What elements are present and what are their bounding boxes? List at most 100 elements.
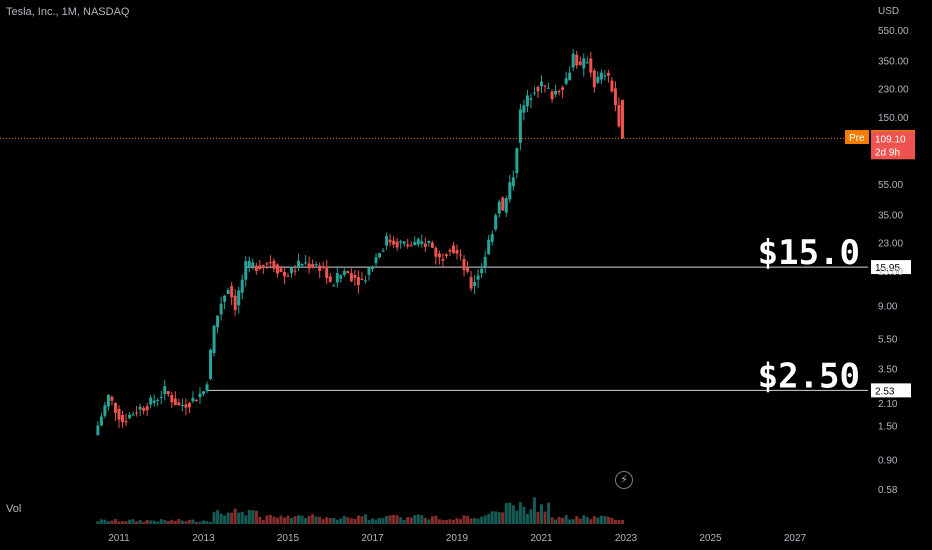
candle-body: [117, 408, 121, 420]
volume-bar: [568, 519, 572, 524]
candle-body: [110, 396, 114, 401]
candle-body: [128, 414, 132, 419]
currency-label: USD: [878, 6, 900, 17]
volume-bar: [582, 515, 586, 524]
x-tick-label-7: 2025: [699, 533, 722, 544]
candle-body: [620, 99, 624, 139]
candle-body: [318, 265, 322, 271]
volume-bar: [265, 515, 269, 524]
candle-body: [483, 256, 487, 267]
volume-bar: [103, 519, 107, 524]
y-tick-label-13: 0.90: [878, 456, 898, 467]
volume-bar: [557, 517, 561, 524]
volume-bar: [209, 521, 213, 524]
volume-bar: [592, 516, 596, 524]
volume-bar: [459, 519, 463, 524]
volume-bar: [325, 517, 329, 524]
volume-bar: [194, 521, 198, 524]
candle-body: [342, 270, 346, 275]
volume-bar: [434, 515, 438, 524]
candle-body: [152, 400, 156, 403]
y-tick-label-6: 23.00: [878, 239, 903, 250]
candle-body: [392, 240, 396, 245]
candle-body: [135, 412, 139, 414]
candle-body: [606, 72, 610, 76]
last-price-badge: [871, 131, 915, 160]
volume-bar: [430, 516, 434, 524]
x-tick-label-0: 2011: [108, 533, 130, 544]
volume-bar: [462, 515, 466, 524]
volume-bar: [184, 521, 188, 524]
level-badge-text-1: 2.53: [875, 386, 895, 397]
volume-bar: [272, 516, 276, 524]
candle-body: [304, 262, 308, 264]
candle-body: [103, 405, 107, 416]
candle-body: [399, 241, 403, 243]
volume-bar: [321, 519, 325, 524]
candle-body: [293, 270, 297, 272]
volume-bar: [540, 504, 543, 524]
volume-bar: [99, 519, 103, 524]
candle-body: [209, 349, 213, 379]
candle-body: [254, 265, 258, 271]
candle-body: [596, 76, 600, 83]
volume-bar: [96, 521, 100, 524]
candle-body: [202, 391, 205, 395]
volume-bar: [135, 521, 139, 524]
volume-bar: [307, 515, 311, 524]
volume-bar: [251, 510, 255, 524]
level-badge-0: [871, 260, 911, 275]
candle-body: [106, 394, 110, 407]
candle-body: [99, 416, 103, 426]
volume-bar: [353, 518, 357, 524]
candle-body: [170, 394, 174, 403]
candle-body: [297, 260, 301, 269]
candle-body: [448, 250, 452, 252]
candle-body: [335, 273, 339, 283]
volume-bar: [282, 517, 286, 524]
volume-bar: [371, 518, 374, 524]
candle-body: [592, 70, 596, 88]
volume-bar: [529, 509, 533, 524]
candle-body: [395, 241, 399, 248]
volume-bar: [469, 518, 473, 524]
volume-bar: [156, 521, 160, 524]
y-tick-label-12: 1.50: [878, 421, 898, 432]
volume-bar: [522, 506, 526, 524]
volume-bar: [385, 515, 389, 524]
volume-bar: [159, 519, 163, 524]
candle-body: [589, 58, 593, 73]
volume-bar: [223, 515, 227, 524]
candle-body: [216, 315, 220, 328]
volume-bar: [293, 516, 297, 524]
volume-bar: [515, 510, 519, 524]
level-annotation-0: $15.0: [758, 233, 860, 273]
candle-body: [444, 254, 448, 257]
candle-body: [617, 104, 621, 127]
volume-bar: [170, 519, 174, 524]
candle-body: [423, 243, 427, 248]
volume-bar: [603, 516, 607, 524]
volume-bar: [177, 519, 181, 524]
candle-body: [124, 421, 128, 423]
candle-body: [237, 290, 241, 306]
candle-body: [321, 266, 325, 268]
volume-bar: [121, 521, 125, 524]
candle-body: [247, 260, 251, 267]
candle-body: [416, 239, 420, 245]
volume-bar: [230, 512, 234, 524]
volume-bar: [599, 515, 603, 524]
volume-bar: [339, 518, 343, 524]
lightning-bolt-icon[interactable]: ⚡: [615, 471, 633, 489]
volume-bar: [525, 513, 529, 524]
volume-bar: [247, 509, 251, 524]
volume-bar: [444, 519, 448, 524]
volume-bar: [427, 519, 431, 524]
volume-bar: [451, 519, 455, 524]
y-tick-label-7: 15.00: [878, 267, 903, 278]
candle-body: [328, 276, 332, 282]
volume-bar: [381, 518, 385, 524]
volume-bar: [589, 519, 593, 524]
